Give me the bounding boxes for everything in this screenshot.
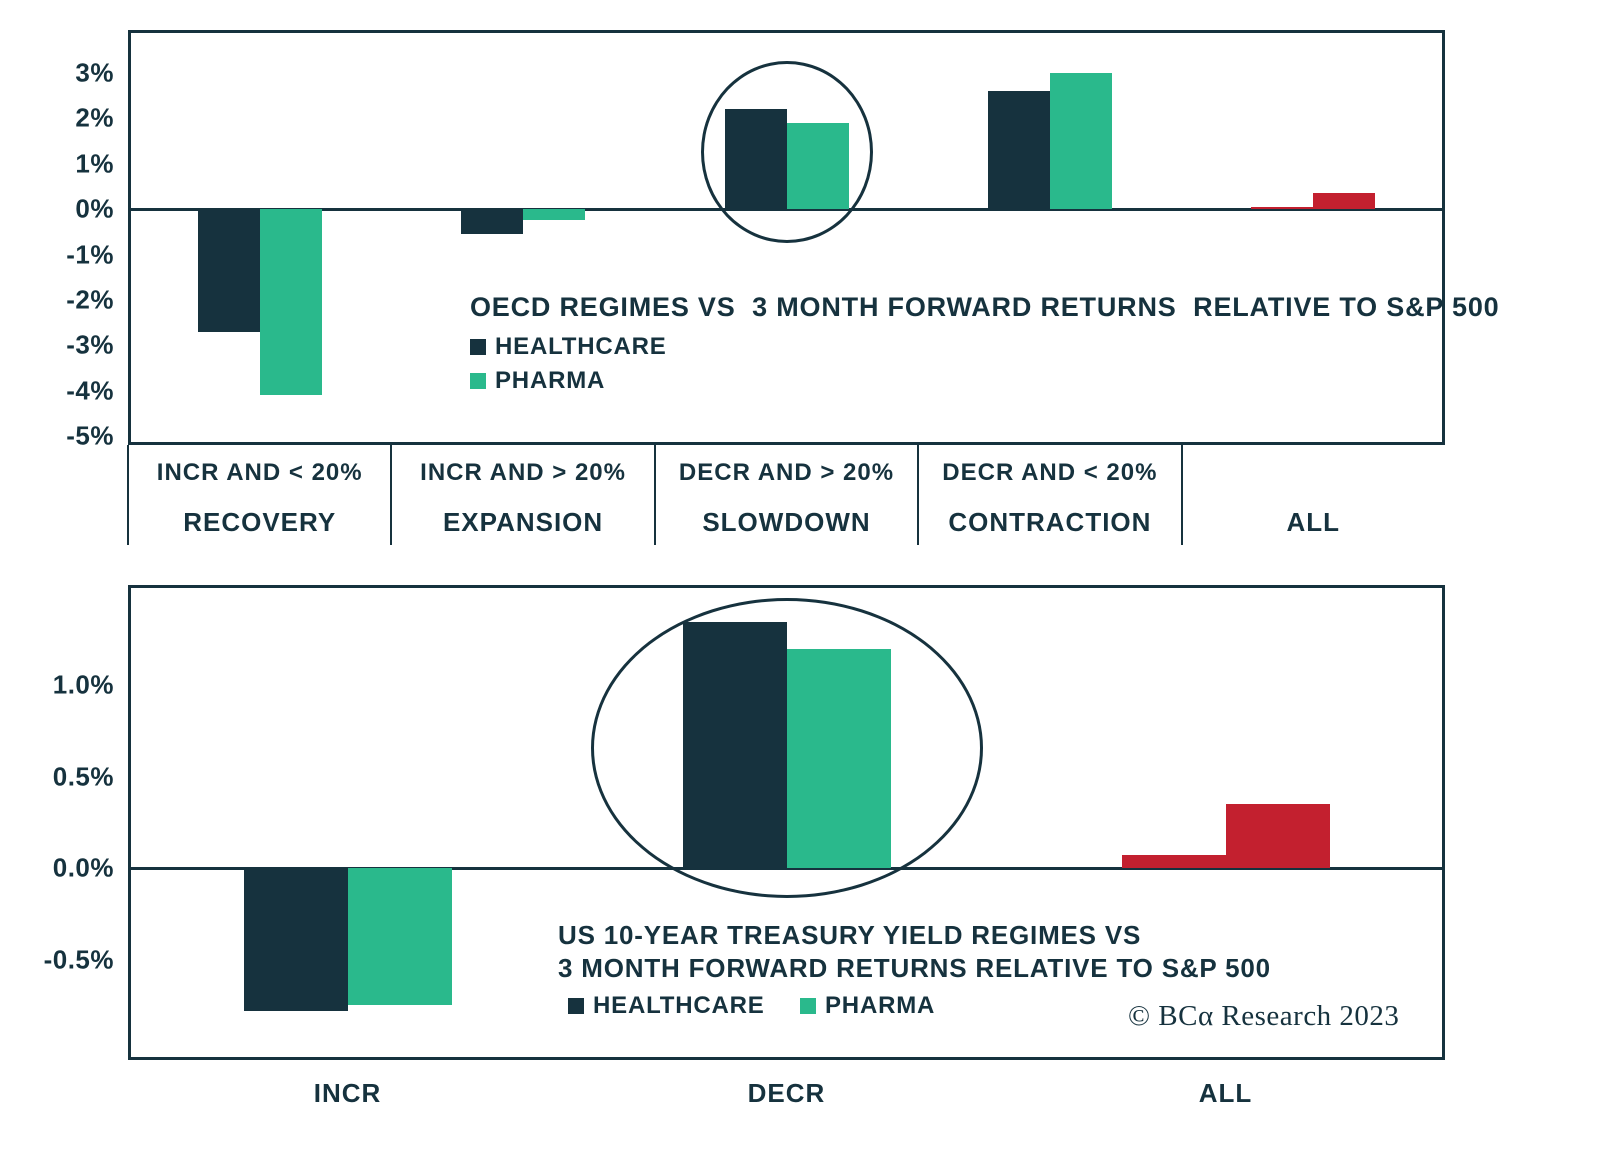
category-name-label-recovery: RECOVERY [183, 507, 337, 537]
category-divider [1180, 445, 1183, 545]
category-name-label-all: ALL [1198, 1078, 1253, 1108]
category-regime-label-expansion: INCR AND > 20% [420, 459, 626, 486]
category-name-label-decr: DECR [747, 1078, 826, 1108]
chart1-title: 3 MONTH FORWARD RETURNS RELATIVE TO S&P … [558, 953, 1271, 983]
y-axis-tick-label: -1% [66, 239, 114, 269]
category-regime-label-recovery: INCR AND < 20% [156, 459, 363, 486]
legend-swatch-healthcare [470, 339, 486, 355]
y-axis-tick-label: 0% [75, 193, 114, 224]
y-axis-tick-label: 1.0% [52, 669, 114, 700]
bar-healthcare-expansion [461, 209, 524, 235]
bar-pharma-all [1225, 804, 1330, 869]
legend-item-healthcare: HEALTHCARE [568, 992, 765, 1020]
category-regime-label-slowdown: DECR AND > 20% [678, 459, 895, 486]
bar-healthcare-all [1251, 206, 1314, 210]
bar-healthcare-contraction [987, 91, 1050, 210]
bar-healthcare-incr [243, 868, 348, 1011]
chart1-title: US 10-YEAR TREASURY YIELD REGIMES VS [558, 920, 1142, 950]
chart0-title: OECD REGIMES VS 3 MONTH FORWARD RETURNS … [470, 292, 1500, 322]
legend-item-pharma: PHARMA [470, 367, 605, 395]
y-axis-tick-label: 2% [75, 102, 114, 133]
legend-label: PHARMA [825, 992, 936, 1019]
legend-label: HEALTHCARE [495, 333, 667, 360]
y-axis-tick-label: -0.5% [43, 944, 114, 975]
legend-item-healthcare: HEALTHCARE [470, 333, 667, 361]
legend-label: HEALTHCARE [593, 992, 765, 1019]
bar-healthcare-recovery [197, 209, 260, 332]
y-axis-tick-label: -4% [66, 375, 114, 406]
y-axis-tick-label: 0.5% [52, 761, 114, 792]
legend-label: PHARMA [495, 367, 606, 394]
bar-pharma-contraction [1049, 73, 1112, 210]
bar-healthcare-all [1121, 855, 1226, 869]
bar-pharma-incr [347, 868, 452, 1006]
legend-swatch-pharma [800, 998, 816, 1014]
category-name-label-slowdown: SLOWDOWN [702, 507, 871, 537]
y-axis-tick-label: -3% [66, 329, 114, 360]
y-axis-tick-label: 1% [75, 148, 114, 179]
category-divider [653, 445, 656, 545]
bar-pharma-recovery [259, 209, 322, 396]
y-axis-tick-label: 0.0% [52, 852, 114, 883]
legend-swatch-healthcare [568, 998, 584, 1014]
bar-pharma-all [1313, 193, 1376, 210]
category-name-label-contraction: CONTRACTION [948, 507, 1152, 537]
category-name-label-expansion: EXPANSION [442, 507, 604, 537]
category-divider [390, 445, 393, 545]
highlight-circle-decr [590, 598, 983, 898]
category-regime-label-contraction: DECR AND < 20% [942, 459, 1158, 486]
y-axis-tick-label: -2% [66, 284, 114, 315]
category-divider [127, 445, 129, 545]
y-axis-tick-label: 3% [75, 57, 114, 88]
y-axis-tick-label: -5% [66, 420, 114, 451]
category-divider [917, 445, 920, 545]
category-name-label-incr: INCR [313, 1078, 382, 1108]
highlight-circle-slowdown [700, 61, 873, 243]
legend-swatch-pharma [470, 373, 486, 389]
category-name-label-all: ALL [1286, 507, 1341, 537]
copyright-text: © BCα Research 2023 [1128, 1000, 1400, 1032]
bar-pharma-expansion [523, 209, 586, 221]
legend-item-pharma: PHARMA [800, 992, 935, 1020]
